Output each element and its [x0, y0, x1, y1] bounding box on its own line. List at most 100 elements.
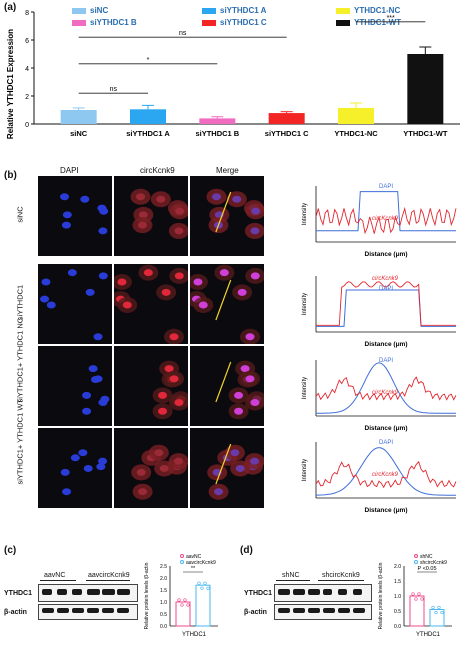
nucleus: [99, 207, 109, 215]
nucleus-circ: [158, 407, 168, 415]
x-tick-label: siYTHDC1 A: [126, 129, 170, 138]
nucleus: [62, 488, 72, 496]
blot-band: [117, 589, 130, 595]
quant-point: [177, 598, 181, 602]
bar: [130, 109, 166, 124]
quant-point: [411, 592, 415, 596]
quant-y-tick-label: 0.5: [394, 609, 401, 615]
profile-xlabel: Distance (μm): [365, 341, 408, 348]
quant-legend-marker: [414, 554, 418, 558]
panel-a-bar-chart: Relative YTHDC1 Expression 0 2 4 6 8 siNC siY…: [6, 10, 460, 139]
micrograph-circ: [114, 346, 188, 426]
blot-band: [278, 608, 290, 613]
micrograph-cells: [190, 264, 264, 344]
x-tick-label: siNC: [70, 129, 88, 138]
nucleus-merge: [198, 301, 208, 309]
quant-y-tick-label: 2.0: [160, 576, 167, 582]
micrograph-merge: [190, 264, 264, 344]
blot-band: [102, 589, 115, 595]
profile-ylabel: Intensity: [302, 377, 308, 399]
bar: [338, 107, 374, 124]
quant-point: [437, 605, 441, 610]
blot-band: [117, 608, 129, 613]
nucleus-circ: [117, 278, 127, 286]
intensity-profile-0: Intensity Distance (μm) DAPI circKcnk9: [302, 184, 457, 258]
nucleus-merge: [245, 375, 255, 383]
group-underline: [40, 580, 76, 581]
dapi-label: DAPI: [379, 358, 393, 364]
chart-ylabel: Relative YTHDC1 Expression: [6, 29, 15, 139]
profile-line: [215, 279, 232, 321]
legend-swatch: [202, 20, 216, 26]
nucleus: [98, 399, 108, 407]
nucleus-merge: [193, 278, 203, 286]
nucleus-merge: [232, 195, 242, 203]
nucleus-circ: [174, 227, 184, 235]
quant-bar: [429, 609, 445, 627]
row-label: siYTHDC1: [15, 284, 25, 321]
quant-sig-label: P <0.05: [417, 566, 436, 572]
quant-point: [186, 603, 190, 607]
nucleus-merge: [219, 269, 229, 277]
profile-ylabel: Intensity: [302, 459, 308, 481]
micrograph-cells: [130, 188, 188, 239]
sig-label: ns: [110, 86, 118, 93]
legend-label: siYTHDC1 B: [90, 18, 137, 27]
micrograph-cells: [215, 360, 264, 420]
quant-y-tick-label: 1.0: [394, 594, 401, 600]
nucleus-merge: [250, 272, 260, 280]
quant-point: [434, 610, 438, 615]
nucleus: [40, 295, 50, 303]
group-underline: [86, 580, 130, 581]
circkcnk9-trace: [316, 281, 456, 326]
protein-label-actin-d: β-actin: [244, 609, 267, 616]
quant-ylabel: Relative protein levels /β-actin: [378, 562, 384, 629]
blot-band: [278, 589, 290, 595]
col-header-dapi: DAPI: [60, 166, 79, 175]
nucleus-circ: [169, 333, 179, 341]
nucleus: [70, 454, 80, 462]
quant-bar: [195, 584, 211, 627]
dapi-label: DAPI: [379, 440, 393, 446]
circkcnk9-label: circKcnk9: [372, 390, 399, 396]
sig-label: *: [147, 57, 150, 64]
blot-band: [57, 608, 69, 613]
profile-xlabel: Distance (μm): [365, 507, 408, 514]
quant-point: [420, 597, 424, 601]
quant-point: [440, 610, 444, 615]
quant-y-tick-label: 2.0: [394, 564, 401, 570]
y-tick-label: 4: [25, 66, 29, 73]
nucleus: [78, 449, 88, 457]
legend-label: siNC: [90, 6, 109, 15]
quant-legend-label: aavNC: [186, 554, 202, 560]
legend-label: YTHDC1-NC: [354, 6, 401, 15]
nucleus-circ: [156, 195, 166, 203]
micrograph-dapi: [38, 346, 112, 426]
micrograph-circ: [114, 428, 188, 508]
nucleus-circ: [154, 449, 164, 457]
panel-a-legend: siNC siYTHDC1 B siYTHDC1 A siYTHDC1 C YT…: [72, 6, 452, 36]
blot-band: [353, 589, 362, 595]
intensity-profile-3: Intensity Distance (μm) DAPI circKcnk9: [302, 440, 457, 514]
legend-swatch: [72, 20, 86, 26]
panel-a-label: (a): [4, 2, 17, 13]
circkcnk9-label: circKcnk9: [372, 472, 399, 478]
micrograph-cells: [152, 360, 188, 420]
nucleus-circ: [143, 269, 153, 277]
micrograph-cells: [131, 444, 188, 500]
blot-band: [72, 589, 82, 595]
dapi-trace: [316, 447, 456, 496]
nucleus-circ: [164, 365, 174, 373]
x-tick-label: siYTHDC1 C: [265, 129, 309, 138]
legend-label: siYTHDC1 A: [220, 6, 267, 15]
legend-swatch: [202, 8, 216, 14]
profile-line: [215, 361, 232, 403]
nucleus-circ: [174, 457, 184, 465]
protein-label-ythdc1: YTHDC1: [4, 590, 33, 597]
micrograph-cells: [206, 188, 264, 239]
nucleus: [98, 272, 108, 280]
legend-swatch: [336, 20, 350, 26]
nucleus: [98, 457, 108, 465]
nucleus-merge: [240, 365, 250, 373]
nucleus: [61, 221, 71, 229]
